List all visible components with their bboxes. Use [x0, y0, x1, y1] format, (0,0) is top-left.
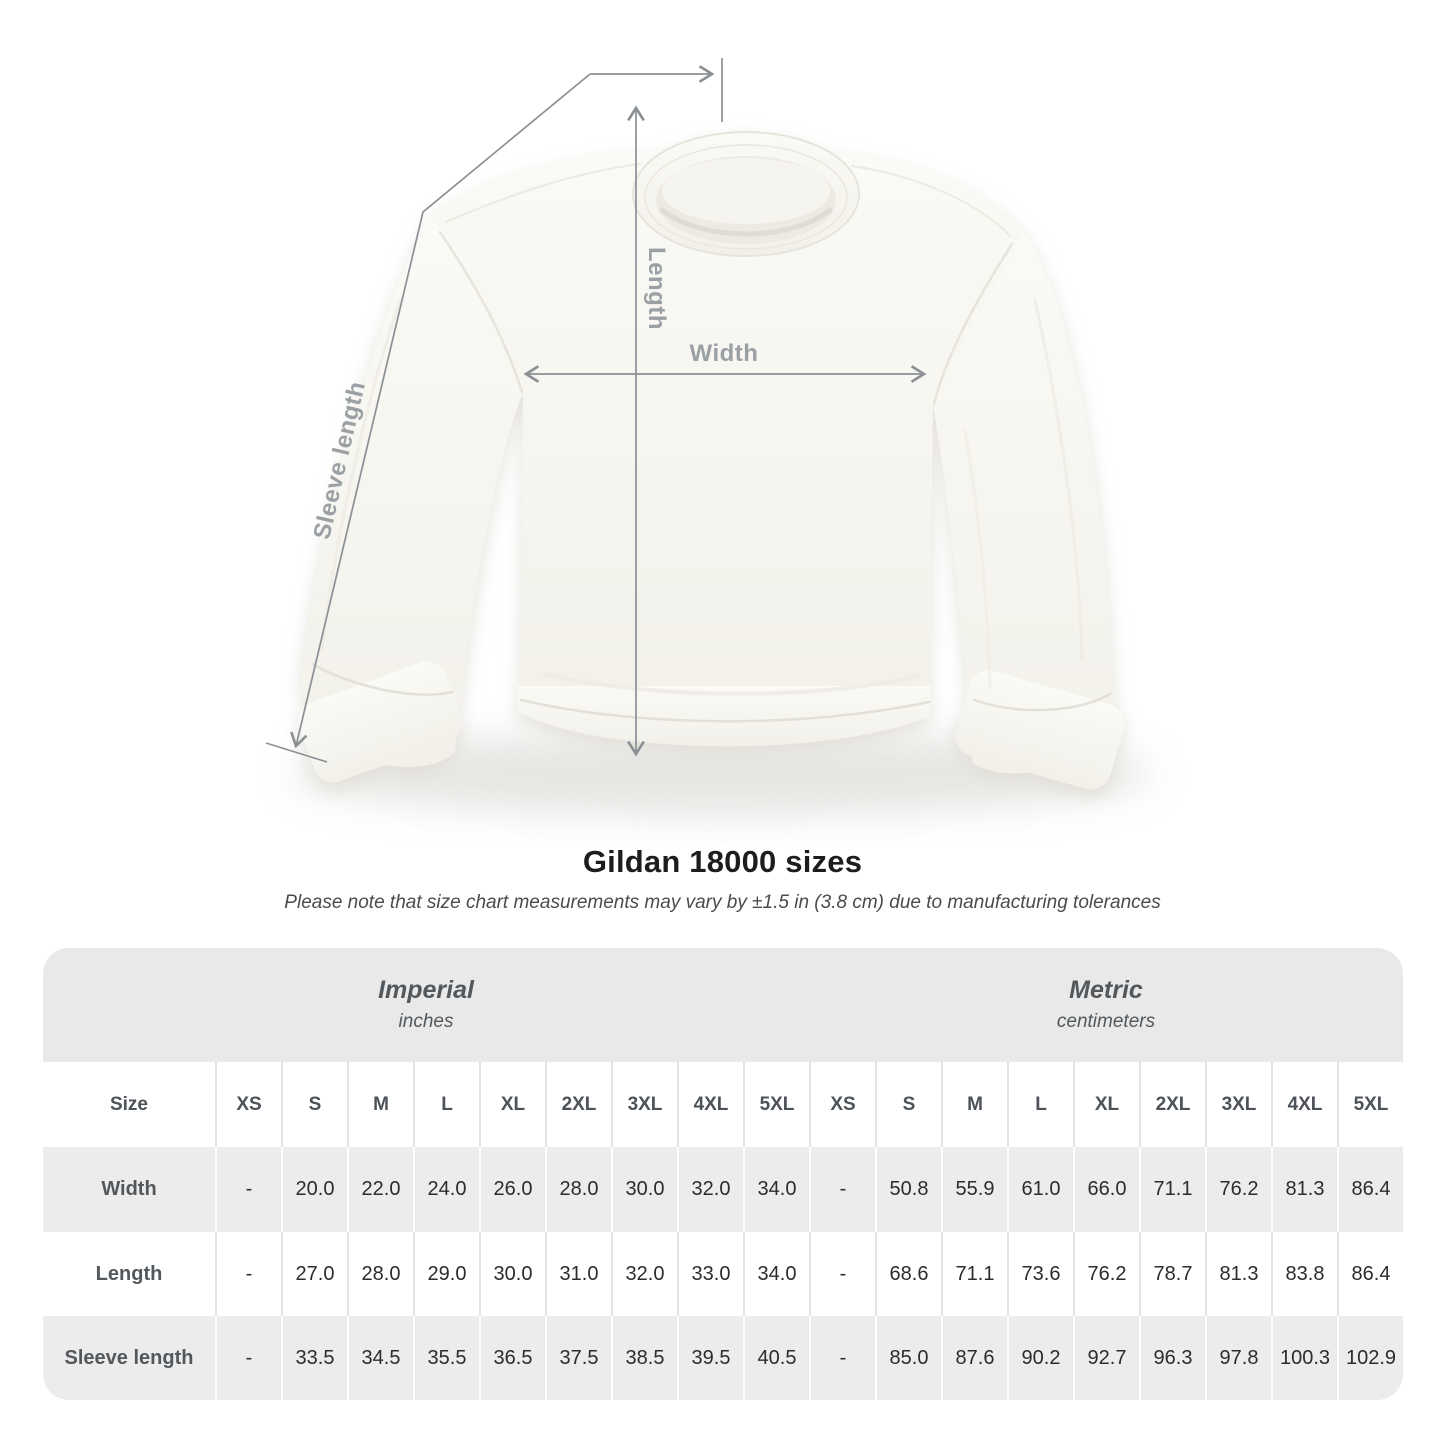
length-row: Length - 27.0 28.0 29.0 30.0 31.0 32.0 3… [43, 1232, 1403, 1316]
value-cell: 34.5 [347, 1316, 413, 1400]
value-cell: 40.5 [743, 1316, 809, 1400]
tolerance-note: Please note that size chart measurements… [284, 892, 1161, 913]
metric-size-header: L [1007, 1062, 1073, 1147]
metric-size-header: S [875, 1062, 941, 1147]
value-cell: 50.8 [875, 1147, 941, 1232]
metric-header-group: Metric centimeters [809, 948, 1403, 1062]
value-cell: 32.0 [677, 1147, 743, 1232]
value-cell: 30.0 [611, 1147, 677, 1232]
value-cell: 81.3 [1271, 1147, 1337, 1232]
value-cell: 90.2 [1007, 1316, 1073, 1400]
value-cell: 71.1 [1139, 1147, 1205, 1232]
metric-size-header: 5XL [1337, 1062, 1403, 1147]
metric-size-header: XL [1073, 1062, 1139, 1147]
value-cell: 55.9 [941, 1147, 1007, 1232]
value-cell: 26.0 [479, 1147, 545, 1232]
value-cell: 81.3 [1205, 1232, 1271, 1316]
row-label: Length [95, 1262, 163, 1285]
value-cell: 92.7 [1073, 1316, 1139, 1400]
measurement-lines [265, 58, 927, 763]
value-cell: 34.0 [743, 1232, 809, 1316]
value-cell: 87.6 [941, 1316, 1007, 1400]
value-cell: 33.0 [677, 1232, 743, 1316]
imperial-unit: inches [398, 1011, 454, 1033]
value-cell: 71.1 [941, 1232, 1007, 1316]
row-label: Width [101, 1178, 157, 1200]
imperial-size-header: M [347, 1062, 413, 1147]
value-cell: 36.5 [479, 1316, 545, 1400]
value-cell: 20.0 [281, 1147, 347, 1232]
value-cell: 66.0 [1073, 1147, 1139, 1232]
metric-size-header: XS [809, 1062, 875, 1147]
metric-size-header: M [941, 1062, 1007, 1147]
metric-size-header: 3XL [1205, 1062, 1271, 1147]
value-cell: - [215, 1316, 281, 1400]
unit-header-band: Imperial inches Metric centimeters [43, 948, 1403, 1062]
row-label: Sleeve length [64, 1346, 194, 1369]
value-cell: 83.8 [1271, 1232, 1337, 1316]
value-cell: 61.0 [1007, 1147, 1073, 1232]
length-measure-label: Length [643, 247, 670, 330]
sleeve-measure-line [290, 73, 591, 749]
value-cell: 76.2 [1205, 1147, 1271, 1232]
value-cell: 30.0 [479, 1232, 545, 1316]
value-cell: 35.5 [413, 1316, 479, 1400]
value-cell: 38.5 [611, 1316, 677, 1400]
value-cell: 102.9 [1337, 1316, 1403, 1400]
imperial-size-header: XS [215, 1062, 281, 1147]
value-cell: 68.6 [875, 1232, 941, 1316]
sleeve-end-bar [265, 742, 328, 763]
value-cell: 100.3 [1271, 1316, 1337, 1400]
size-table: Imperial inches Metric centimeters Size … [43, 948, 1403, 1400]
size-column-header: Size [109, 1093, 149, 1115]
value-cell: - [215, 1232, 281, 1316]
value-cell: 86.4 [1337, 1232, 1403, 1316]
imperial-size-header: 3XL [611, 1062, 677, 1147]
page-title: Gildan 18000 sizes [582, 844, 863, 879]
value-cell: 28.0 [545, 1147, 611, 1232]
ground-shadow [292, 732, 1152, 816]
value-cell: 97.8 [1205, 1316, 1271, 1400]
imperial-size-header: 4XL [677, 1062, 743, 1147]
value-cell: 39.5 [677, 1316, 743, 1400]
value-cell: 85.0 [875, 1316, 941, 1400]
value-cell: 76.2 [1073, 1232, 1139, 1316]
value-cell: 73.6 [1007, 1232, 1073, 1316]
value-cell: - [215, 1147, 281, 1232]
value-cell: 86.4 [1337, 1147, 1403, 1232]
value-cell: 27.0 [281, 1232, 347, 1316]
value-cell: 32.0 [611, 1232, 677, 1316]
value-cell: - [809, 1232, 875, 1316]
value-cell: - [809, 1147, 875, 1232]
value-cell: 31.0 [545, 1232, 611, 1316]
metric-header: Metric [1069, 975, 1143, 1004]
imperial-size-header: S [281, 1062, 347, 1147]
value-cell: 34.0 [743, 1147, 809, 1232]
value-cell: 33.5 [281, 1316, 347, 1400]
value-cell: - [809, 1316, 875, 1400]
sweatshirt-details [310, 131, 1112, 723]
metric-size-header: 4XL [1271, 1062, 1337, 1147]
width-row: Width - 20.0 22.0 24.0 26.0 28.0 30.0 32… [43, 1147, 1403, 1232]
value-cell: 37.5 [545, 1316, 611, 1400]
value-cell: 28.0 [347, 1232, 413, 1316]
imperial-size-header: L [413, 1062, 479, 1147]
imperial-header: Imperial [378, 975, 474, 1004]
value-cell: 78.7 [1139, 1232, 1205, 1316]
sleeve-length-row: Sleeve length - 33.5 34.5 35.5 36.5 37.5… [43, 1316, 1403, 1400]
value-cell: 29.0 [413, 1232, 479, 1316]
imperial-size-header: 2XL [545, 1062, 611, 1147]
product-photo: Length Width Sleeve length [265, 58, 1152, 816]
value-cell: 96.3 [1139, 1316, 1205, 1400]
width-measure-label: Width [690, 340, 759, 367]
imperial-header-group: Imperial inches [43, 948, 809, 1062]
value-cell: 24.0 [413, 1147, 479, 1232]
metric-unit: centimeters [1056, 1011, 1156, 1033]
metric-size-header: 2XL [1139, 1062, 1205, 1147]
imperial-size-header: 5XL [743, 1062, 809, 1147]
value-cell: 22.0 [347, 1147, 413, 1232]
size-header-row: Size XS S M L XL 2XL 3XL 4XL 5XL XS S M … [43, 1062, 1403, 1147]
imperial-size-header: XL [479, 1062, 545, 1147]
